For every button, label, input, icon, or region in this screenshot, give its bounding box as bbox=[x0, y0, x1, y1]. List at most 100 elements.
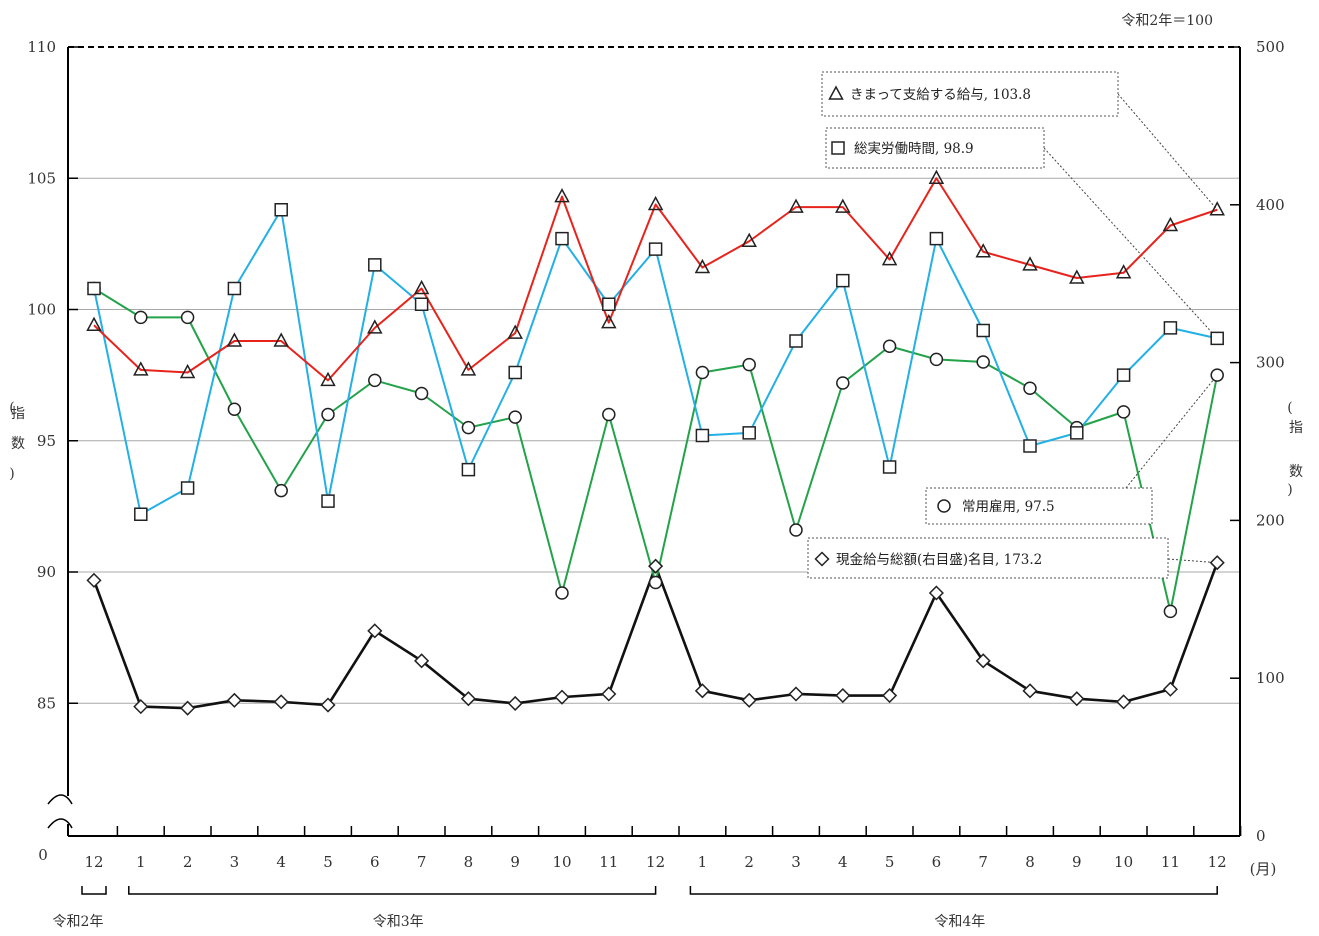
right-tick-label: 0 bbox=[1256, 827, 1266, 845]
month-label: 4 bbox=[276, 853, 286, 871]
right-axis-label-2: 数 bbox=[1289, 464, 1303, 480]
data-point-square bbox=[1070, 426, 1084, 440]
left-tick-label: 110 bbox=[27, 38, 56, 56]
data-point-diamond bbox=[226, 692, 242, 708]
data-point-triangle bbox=[975, 243, 991, 258]
data-point-circle bbox=[555, 586, 569, 600]
left-tick-label: 85 bbox=[37, 694, 56, 712]
month-label: 12 bbox=[1208, 853, 1227, 871]
data-point-triangle bbox=[273, 332, 289, 347]
legend-symbol-square-icon bbox=[831, 141, 845, 155]
data-point-square bbox=[1023, 439, 1037, 453]
data-point-diamond bbox=[1069, 691, 1085, 707]
axis-break-mark-lower bbox=[47, 818, 73, 829]
data-point-diamond bbox=[414, 653, 430, 669]
data-point-circle bbox=[695, 365, 710, 380]
right-tick-label: 300 bbox=[1256, 354, 1285, 372]
month-label: 6 bbox=[370, 853, 380, 871]
data-point-circle bbox=[1163, 604, 1178, 619]
data-point-square bbox=[321, 494, 335, 508]
data-point-circle bbox=[461, 420, 476, 435]
leader-line bbox=[1167, 558, 1218, 564]
data-point-circle bbox=[508, 410, 522, 424]
data-point-triangle bbox=[694, 258, 711, 274]
legend-box bbox=[807, 537, 1169, 579]
data-point-diamond bbox=[601, 686, 617, 702]
data-point-diamond bbox=[320, 697, 336, 713]
month-label: 12 bbox=[646, 853, 665, 871]
data-point-triangle bbox=[647, 195, 664, 211]
data-point-circle bbox=[321, 407, 335, 422]
month-label: 5 bbox=[885, 853, 895, 871]
year-label: 令和3年 bbox=[373, 914, 424, 930]
data-point-diamond bbox=[1209, 555, 1225, 571]
data-point-triangle bbox=[179, 363, 196, 379]
data-point-circle bbox=[1116, 405, 1131, 419]
data-point-circle bbox=[836, 376, 850, 390]
data-point-diamond bbox=[460, 691, 476, 707]
right-tick-label: 400 bbox=[1256, 196, 1285, 214]
data-point-square bbox=[1210, 331, 1224, 346]
data-point-diamond bbox=[1116, 694, 1132, 710]
data-point-circle bbox=[134, 310, 148, 325]
legend-entry-text: 常用雇用, 97.5 bbox=[962, 498, 1055, 515]
data-point-diamond bbox=[882, 687, 898, 704]
data-point-diamond bbox=[1022, 683, 1038, 699]
data-point-circle bbox=[227, 402, 242, 416]
right-tick-label: 500 bbox=[1256, 38, 1285, 56]
data-point-diamond bbox=[273, 694, 289, 710]
right-tick-label: 200 bbox=[1256, 511, 1285, 529]
data-point-square bbox=[274, 203, 288, 217]
month-label: 9 bbox=[1072, 853, 1082, 871]
data-point-circle bbox=[1210, 368, 1224, 382]
month-label: 11 bbox=[1161, 853, 1180, 871]
x-unit-label: (月) bbox=[1250, 860, 1277, 878]
legend-symbol-circle-icon bbox=[937, 499, 951, 513]
data-point-circle bbox=[414, 386, 429, 401]
data-point-triangle bbox=[554, 188, 570, 203]
data-point-diamond bbox=[554, 689, 570, 705]
data-point-triangle bbox=[86, 316, 102, 331]
month-label: 8 bbox=[1025, 853, 1035, 871]
data-point-square bbox=[976, 323, 990, 338]
left-axis-label-paren-close: ) bbox=[9, 466, 14, 482]
legend-entry-text: きまって支給する給与, 103.8 bbox=[850, 87, 1031, 103]
legend-symbol-triangle-icon bbox=[828, 85, 844, 100]
data-point-triangle bbox=[881, 251, 898, 266]
left-axis-label-paren: ( bbox=[9, 400, 14, 416]
gridlines bbox=[68, 177, 1240, 704]
left-tick-label: 90 bbox=[37, 563, 56, 581]
left-axis-label-1: 指 bbox=[11, 406, 25, 422]
data-point-triangle bbox=[507, 324, 523, 339]
leader-line bbox=[1043, 147, 1218, 339]
data-point-circle bbox=[1023, 381, 1037, 395]
legend-leader-lines bbox=[1043, 93, 1218, 564]
year-bracket bbox=[689, 886, 1218, 895]
data-point-triangle bbox=[1209, 201, 1225, 216]
data-point-triangle bbox=[367, 319, 383, 334]
legend-box bbox=[925, 487, 1153, 525]
data-point-triangle bbox=[1069, 269, 1085, 284]
month-label: 7 bbox=[417, 853, 427, 871]
right-axis-label-1: 指 bbox=[1289, 420, 1303, 436]
year-bracket bbox=[128, 886, 657, 895]
month-label: 3 bbox=[230, 853, 240, 871]
data-point-square bbox=[602, 297, 616, 311]
month-label: 10 bbox=[552, 853, 571, 871]
data-point-square bbox=[648, 242, 663, 256]
data-point-square bbox=[134, 507, 148, 521]
data-point-diamond bbox=[835, 687, 851, 704]
data-point-triangle bbox=[601, 314, 617, 329]
legend: きまって支給する給与, 103.8 総実労働時間, 98.9 常用雇用, 97.5 現… bbox=[807, 71, 1169, 579]
data-point-diamond bbox=[694, 683, 710, 699]
month-label: 3 bbox=[791, 853, 801, 871]
data-point-circle bbox=[742, 357, 756, 372]
left-axis-label-2: 数 bbox=[11, 436, 25, 452]
data-point-triangle bbox=[226, 332, 243, 347]
data-point-diamond bbox=[648, 558, 664, 574]
data-point-diamond bbox=[180, 700, 196, 716]
data-point-triangle bbox=[741, 232, 757, 247]
data-point-diamond bbox=[133, 699, 149, 715]
unit-note: 令和2年＝100 bbox=[1121, 13, 1213, 29]
